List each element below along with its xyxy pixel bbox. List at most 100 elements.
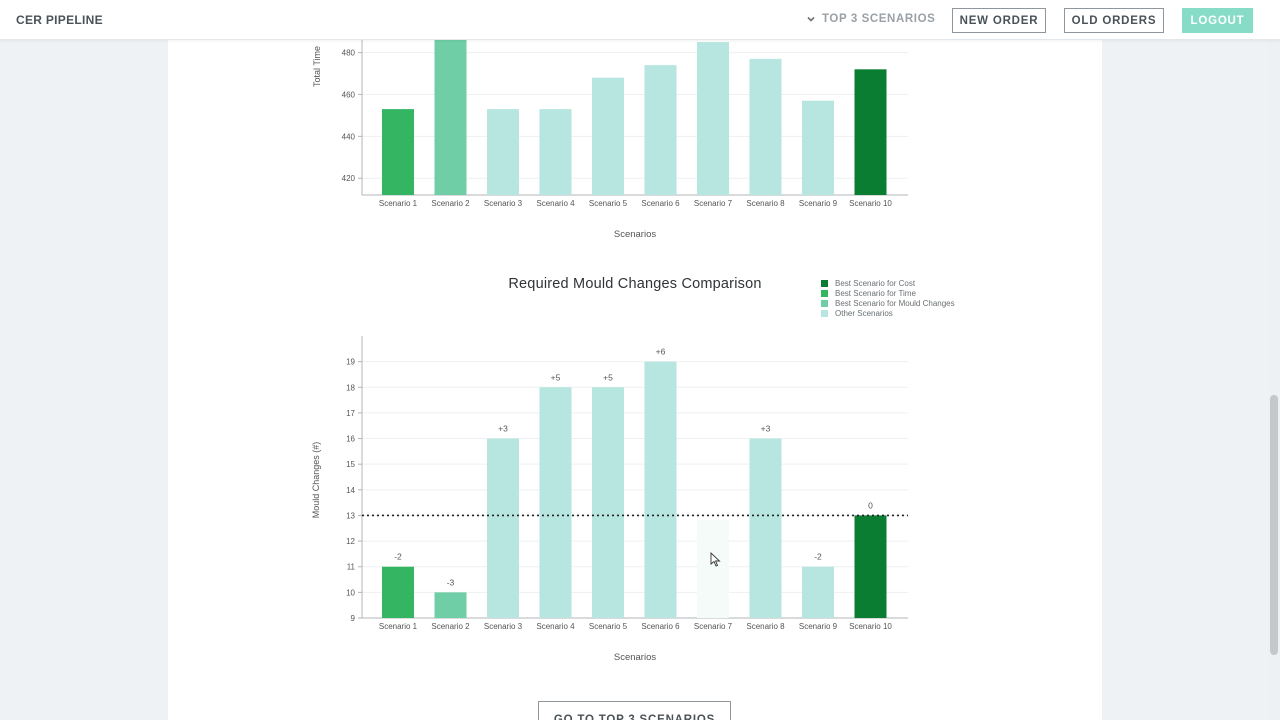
y-tick-label: 19 — [346, 358, 355, 367]
x-tick-label: Scenario 3 — [484, 199, 523, 208]
data-label: -3 — [447, 577, 455, 587]
x-tick-label: Scenario 5 — [589, 622, 628, 631]
y-tick-label: 13 — [346, 511, 355, 520]
data-label: +5 — [551, 372, 561, 382]
bar-scenario-4[interactable] — [539, 387, 572, 618]
x-tick-label: Scenario 1 — [379, 199, 418, 208]
chart-legend: Best Scenario for Cost Best Scenario for … — [821, 278, 955, 318]
bars — [382, 361, 887, 618]
content-panel — [168, 0, 1102, 720]
y-tick-label: 10 — [346, 588, 355, 597]
y-tick-labels: 420 440 460 480 — [342, 49, 362, 183]
x-tick-label: Scenario 3 — [484, 622, 523, 631]
legend-swatch — [821, 279, 828, 287]
y-tick-label: 480 — [342, 49, 356, 58]
y-axis-label: Total Time — [312, 46, 322, 87]
y-tick-label: 14 — [346, 486, 355, 495]
y-tick-label: 9 — [351, 614, 356, 623]
y-tick-label: 440 — [342, 132, 356, 141]
chevron-down-icon — [807, 16, 815, 22]
x-tick-label: Scenario 8 — [746, 622, 785, 631]
data-label: +5 — [603, 372, 613, 382]
x-axis-label: Scenarios — [614, 652, 656, 663]
y-tick-labels: 9 10 11 12 13 14 15 16 17 18 19 — [346, 358, 362, 623]
bar-scenario-4[interactable] — [539, 109, 572, 195]
legend-item: Best Scenario for Mould Changes — [821, 298, 955, 308]
old-orders-button[interactable]: OLD ORDERS — [1064, 8, 1164, 33]
bar-scenario-10[interactable] — [854, 69, 887, 195]
logout-button[interactable]: LOGOUT — [1182, 8, 1253, 33]
bar-scenario-5[interactable] — [592, 77, 624, 195]
x-tick-label: Scenario 7 — [694, 199, 733, 208]
bar-scenario-8[interactable] — [749, 438, 782, 618]
top-navbar: CER PIPELINE TOP 3 SCENARIOS NEW ORDER O… — [0, 0, 1280, 40]
data-label: 0 — [868, 500, 873, 510]
x-tick-label: Scenario 7 — [694, 622, 733, 631]
x-tick-labels: Scenario 1 Scenario 2 Scenario 3 Scenario 4… — [379, 199, 893, 208]
scrollbar-thumb[interactable] — [1270, 395, 1278, 655]
go-to-top3-button[interactable]: GO TO TOP 3 SCENARIOS — [538, 701, 731, 720]
legend-swatch — [821, 309, 828, 317]
x-tick-label: Scenario 5 — [589, 199, 628, 208]
x-tick-label: Scenario 6 — [641, 199, 680, 208]
new-order-button[interactable]: NEW ORDER — [952, 8, 1046, 33]
y-tick-label: 460 — [342, 90, 356, 99]
bar-scenario-3[interactable] — [487, 438, 519, 618]
x-tick-labels: Scenario 1 Scenario 2 Scenario 3 Scenario 4… — [379, 622, 893, 631]
mouse-cursor-icon — [710, 552, 721, 567]
bar-scenario-9[interactable] — [802, 100, 834, 195]
legend-item: Best Scenario for Time — [821, 288, 955, 298]
x-tick-label: Scenario 8 — [746, 199, 785, 208]
bar-scenario-8[interactable] — [749, 58, 782, 195]
x-tick-label: Scenario 9 — [799, 199, 838, 208]
legend-label: Other Scenarios — [835, 308, 893, 318]
data-label: +3 — [498, 424, 508, 434]
y-tick-label: 15 — [346, 460, 355, 469]
y-tick-label: 16 — [346, 435, 355, 444]
legend-swatch — [821, 299, 828, 307]
x-axis-label: Scenarios — [614, 229, 656, 240]
bar-scenario-1[interactable] — [382, 109, 414, 195]
bar-scenario-9[interactable] — [802, 566, 834, 618]
bar-scenario-7-placeholder — [697, 520, 729, 618]
data-labels: -2 -3 +3 +5 +5 +6 +3 -2 0 — [394, 347, 873, 588]
legend-item: Best Scenario for Cost — [821, 278, 955, 288]
data-label: +6 — [656, 347, 666, 357]
y-tick-label: 420 — [342, 174, 356, 183]
x-tick-label: Scenario 10 — [849, 622, 892, 631]
bar-scenario-10[interactable] — [854, 515, 887, 618]
x-tick-label: Scenario 9 — [799, 622, 838, 631]
data-label: +3 — [761, 424, 771, 434]
bar-scenario-2[interactable] — [434, 40, 467, 195]
x-tick-label: Scenario 2 — [431, 622, 470, 631]
legend-label: Best Scenario for Mould Changes — [835, 298, 955, 308]
mould-chart-title: Required Mould Changes Comparison — [508, 276, 762, 292]
y-tick-label: 11 — [347, 563, 356, 572]
brand-title[interactable]: CER PIPELINE — [16, 13, 103, 27]
data-label: -2 — [394, 552, 402, 562]
x-tick-label: Scenario 4 — [536, 199, 575, 208]
x-tick-label: Scenario 10 — [849, 199, 892, 208]
bar-scenario-6[interactable] — [644, 65, 677, 195]
legend-item: Other Scenarios — [821, 308, 955, 318]
bar-scenario-3[interactable] — [487, 109, 519, 195]
x-tick-label: Scenario 4 — [536, 622, 575, 631]
legend-swatch — [821, 289, 828, 297]
bar-scenario-5[interactable] — [592, 387, 624, 618]
x-tick-label: Scenario 1 — [379, 622, 418, 631]
legend-label: Best Scenario for Time — [835, 288, 916, 298]
y-tick-label: 18 — [346, 383, 355, 392]
bar-scenario-6[interactable] — [644, 361, 677, 618]
data-label: -2 — [814, 552, 822, 562]
bar-scenario-2[interactable] — [434, 592, 467, 618]
top3-scenarios-dropdown[interactable]: TOP 3 SCENARIOS — [806, 13, 935, 25]
y-axis-label: Mould Changes (#) — [311, 442, 321, 519]
bar-scenario-1[interactable] — [382, 566, 414, 618]
bars — [382, 40, 887, 196]
y-tick-label: 17 — [346, 409, 355, 418]
top3-label: TOP 3 SCENARIOS — [822, 13, 936, 25]
bar-scenario-7[interactable] — [697, 42, 729, 196]
y-tick-label: 12 — [346, 537, 355, 546]
